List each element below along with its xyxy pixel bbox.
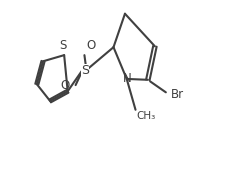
Text: S: S — [60, 39, 67, 52]
Text: O: O — [86, 39, 95, 52]
Text: O: O — [60, 79, 69, 92]
Text: CH₃: CH₃ — [136, 111, 156, 121]
Text: Br: Br — [171, 88, 184, 101]
Text: N: N — [123, 72, 132, 84]
Text: S: S — [81, 64, 89, 78]
